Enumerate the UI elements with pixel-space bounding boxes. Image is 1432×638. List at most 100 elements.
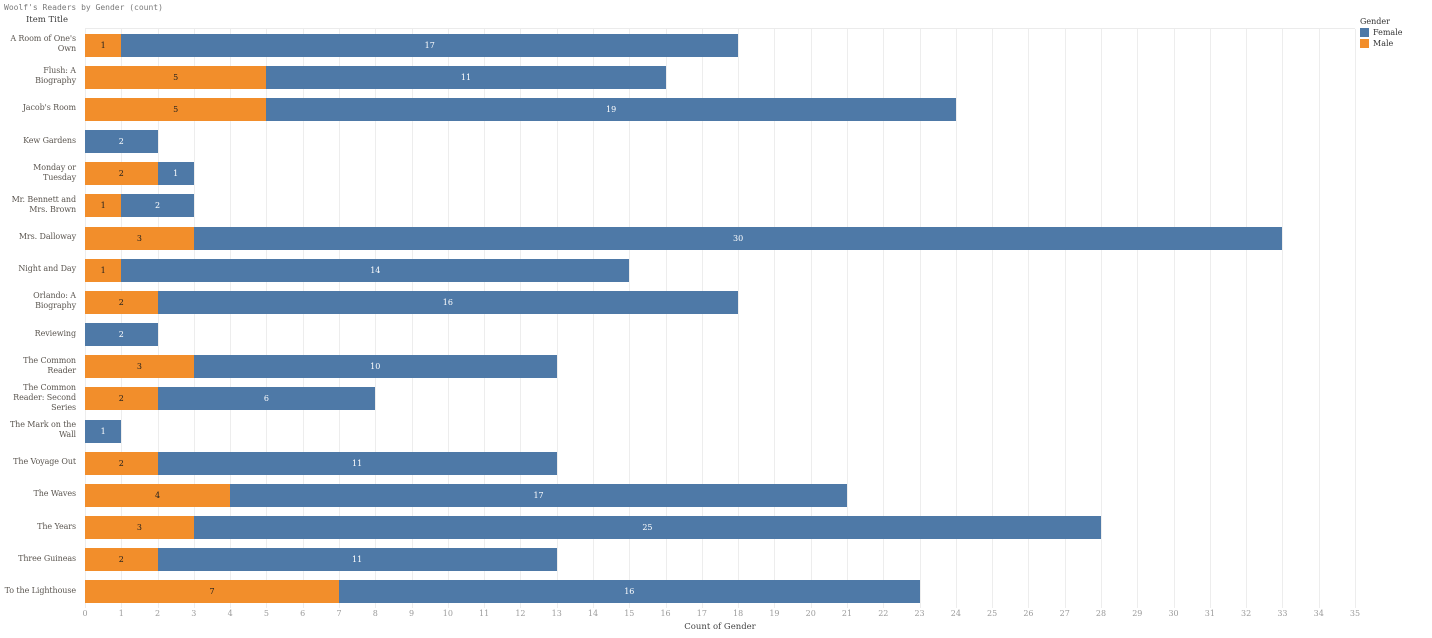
bar-segment-female[interactable]: 30 (193, 226, 1283, 250)
category-labels-column: A Room of One's Own Flush: A Biography Jac… (0, 28, 81, 607)
bar-segment-female[interactable]: 1 (157, 162, 194, 186)
bar-row: 2 11 (85, 548, 1355, 572)
gridline (774, 29, 776, 608)
x-tick-label: 12 (515, 609, 526, 618)
x-tick-label: 8 (372, 609, 378, 618)
legend-label: Female (1373, 28, 1403, 37)
gridline (1101, 29, 1102, 608)
y-axis-header: Item Title (25, 15, 69, 25)
bar-row: 1 14 (85, 258, 1355, 282)
bar-segment-female[interactable]: 17 (121, 33, 739, 57)
bar-segment-male[interactable]: 3 (85, 355, 194, 379)
bar-segment-male[interactable]: 2 (85, 387, 158, 411)
category-label[interactable]: The Common Reader: Second Series (13, 382, 76, 412)
legend: Gender Female Male (1360, 17, 1403, 48)
category-label[interactable]: The Mark on the Wall (9, 420, 76, 440)
bar-segment-male[interactable]: 1 (85, 258, 122, 282)
category-label[interactable]: The Years (37, 521, 76, 531)
bar-segment-male[interactable]: 5 (85, 97, 267, 121)
x-tick-label: 23 (914, 609, 925, 618)
gridline (1064, 29, 1066, 608)
x-tick-label: 2 (155, 609, 161, 618)
x-axis-title: Count of Gender (684, 622, 756, 632)
bar-row: 3 30 (85, 226, 1355, 250)
bar-row: 4 17 (85, 483, 1355, 507)
bar-segment-male[interactable]: 1 (85, 194, 122, 218)
legend-label: Male (1373, 39, 1394, 48)
bar-segment-male[interactable]: 2 (85, 451, 158, 475)
bar-segment-male[interactable]: 5 (85, 65, 267, 89)
category-label[interactable]: Three Guineas (18, 553, 76, 563)
category-label[interactable]: A Room of One's Own (10, 34, 76, 54)
category-label[interactable]: Flush: A Biography (35, 66, 76, 86)
gridline (847, 29, 848, 608)
gridline (339, 29, 340, 608)
bar-segment-female[interactable]: 19 (266, 97, 956, 121)
bar-segment-female[interactable]: 2 (85, 130, 158, 154)
legend-entry-male[interactable]: Male (1360, 39, 1403, 48)
category-label[interactable]: Mr. Bennett and Mrs. Brown (11, 194, 77, 214)
gridline (629, 29, 631, 608)
bar-segment-female[interactable]: 1 (85, 419, 122, 443)
x-tick-label: 20 (805, 609, 816, 618)
x-tick-label: 17 (696, 609, 707, 618)
x-tick-label: 26 (1023, 609, 1034, 618)
bar-segment-female[interactable]: 16 (157, 290, 739, 314)
x-tick-label: 33 (1277, 609, 1288, 618)
bar-row: 2 (85, 130, 1355, 154)
category-label[interactable]: To the Lighthouse (4, 585, 76, 595)
gridline (266, 29, 268, 608)
gridline (593, 29, 594, 608)
bar-segment-female[interactable]: 6 (157, 387, 376, 411)
gridline (484, 29, 486, 608)
x-tick-label: 5 (263, 609, 269, 618)
gridline (1028, 29, 1030, 608)
bar-segment-male[interactable]: 2 (85, 548, 158, 572)
category-label[interactable]: The Waves (33, 489, 76, 499)
bar-segment-female[interactable]: 14 (121, 258, 630, 282)
bar-segment-female[interactable]: 2 (121, 194, 194, 218)
gridline (556, 29, 558, 608)
bar-segment-male[interactable]: 2 (85, 162, 158, 186)
bar-segment-female[interactable]: 10 (193, 355, 557, 379)
x-tick-label: 14 (587, 609, 599, 618)
category-label[interactable]: Mrs. Dalloway (18, 232, 76, 242)
gridline (1246, 29, 1248, 608)
bar-segment-male[interactable]: 7 (85, 580, 339, 604)
bar-segment-male[interactable]: 3 (85, 226, 194, 250)
bar-segment-female[interactable]: 25 (193, 516, 1101, 540)
category-label[interactable]: The Voyage Out (13, 457, 76, 467)
bar-segment-male[interactable]: 2 (85, 290, 158, 314)
bar-segment-female[interactable]: 2 (85, 323, 158, 347)
gridline (992, 29, 994, 608)
category-label[interactable]: Jacob's Room (22, 103, 76, 113)
bar-row: 2 16 (85, 290, 1355, 314)
x-tick-label: 16 (660, 609, 671, 618)
bar-segment-female[interactable]: 17 (230, 483, 847, 507)
category-label[interactable]: Kew Gardens (23, 135, 76, 145)
bar-segment-female[interactable]: 11 (266, 65, 666, 89)
x-tick-label: 21 (841, 609, 853, 618)
bar-segment-female[interactable]: 11 (157, 451, 557, 475)
gridline (701, 29, 703, 608)
x-tick-label: 7 (336, 609, 342, 618)
gridline (157, 29, 159, 608)
bar-segment-male[interactable]: 3 (85, 516, 194, 540)
category-label[interactable]: Reviewing (34, 328, 76, 338)
bar-segment-female[interactable]: 11 (157, 548, 557, 572)
gridline (1282, 29, 1284, 608)
category-label[interactable]: Monday or Tuesday (33, 162, 76, 182)
legend-entry-female[interactable]: Female (1360, 28, 1403, 37)
bar-segment-female[interactable]: 16 (339, 580, 920, 604)
x-tick-label: 4 (227, 609, 233, 618)
category-label[interactable]: Night and Day (18, 264, 76, 274)
legend-swatch-female (1360, 28, 1369, 37)
x-tick-label: 19 (769, 609, 780, 618)
plot-area: 1 17 5 11 5 19 2 2 1 1 2 3 30 1 14 2 16 2 3 10 2 6 1 2 11 4 17 3 25 2… (85, 28, 1356, 608)
category-label[interactable]: The Common Reader (23, 355, 76, 375)
bar-segment-male[interactable]: 1 (85, 33, 122, 57)
gridline (302, 29, 304, 608)
category-label[interactable]: Orlando: A Biography (33, 291, 76, 311)
bar-segment-male[interactable]: 4 (85, 483, 231, 507)
